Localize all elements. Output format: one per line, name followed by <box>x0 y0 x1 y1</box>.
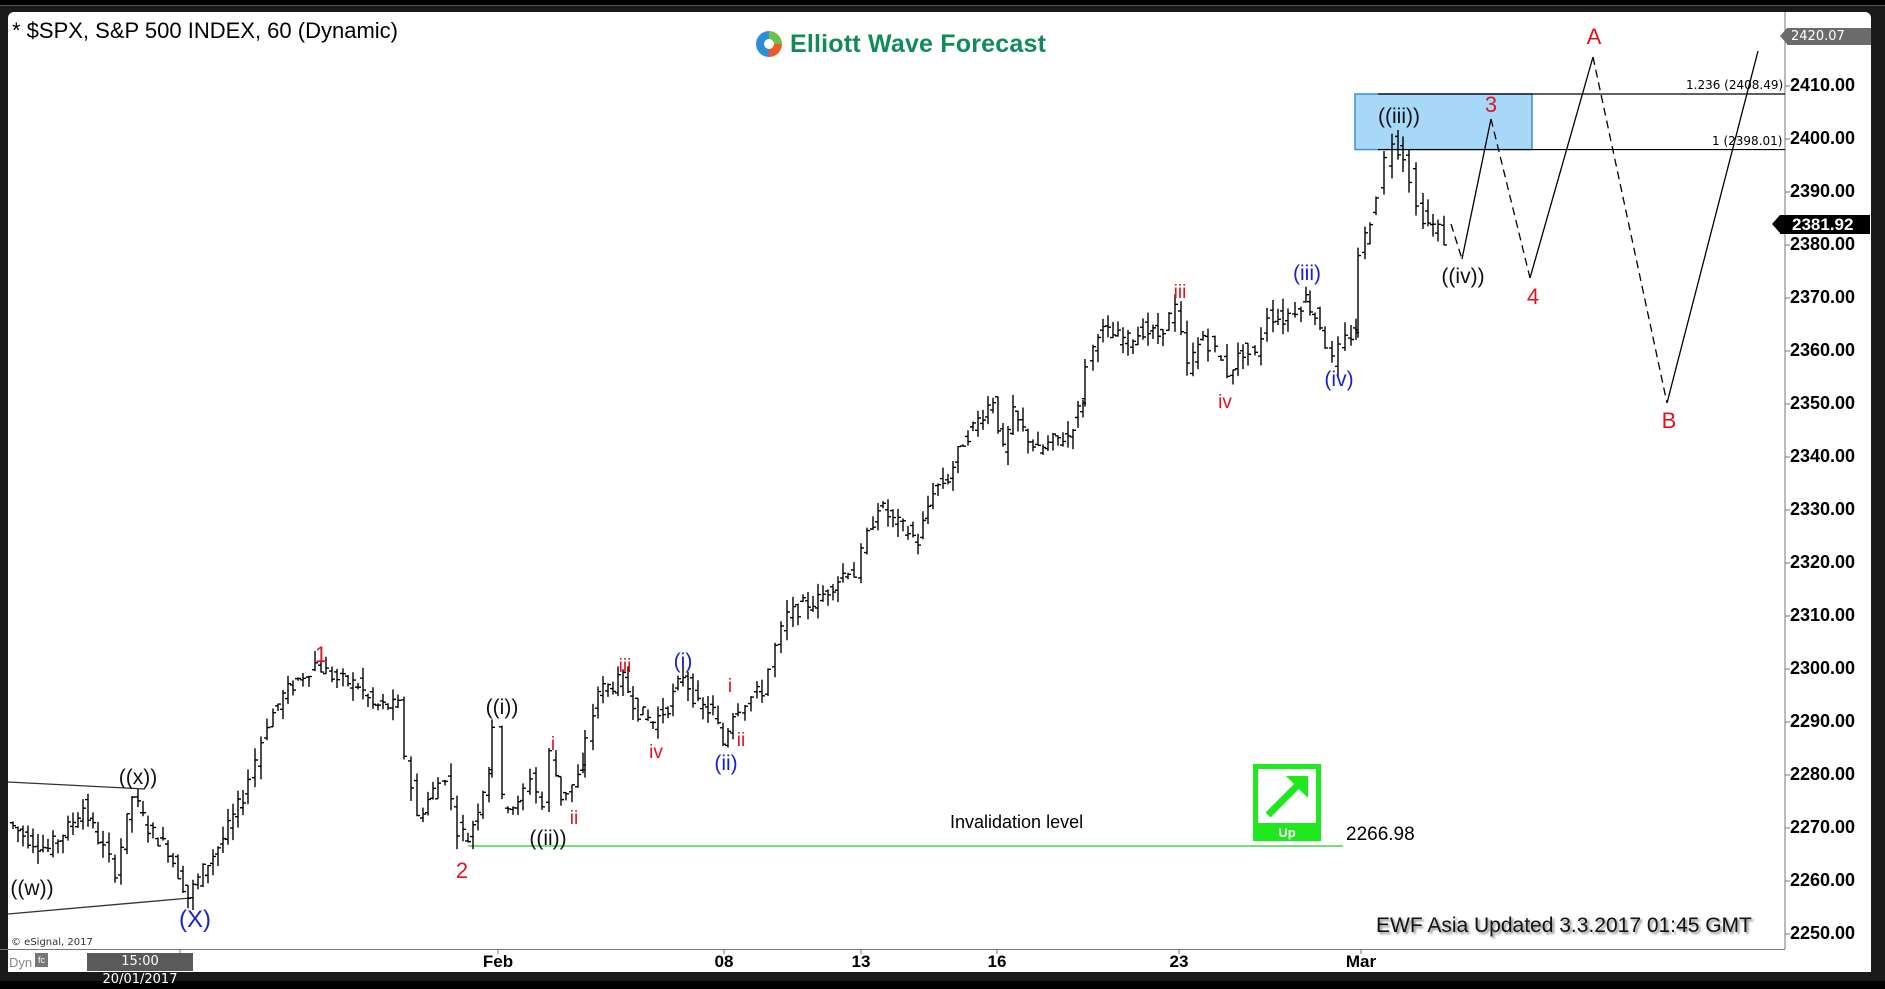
projection-leg <box>1592 56 1668 404</box>
wave-label: i <box>550 734 556 755</box>
wave-label: (i) <box>673 650 693 673</box>
wave-label: (ii) <box>714 752 738 775</box>
wave-label: (X) <box>179 906 211 933</box>
x-tick-label: 23 <box>1169 952 1189 971</box>
wave-label: B <box>1661 408 1677 433</box>
projection-leg <box>1666 50 1759 404</box>
wave-label: iii <box>1173 282 1187 303</box>
y-tick-label: 2340.00 <box>1790 446 1856 466</box>
wave-label: A <box>1586 24 1602 49</box>
y-tick-label: 2270.00 <box>1790 817 1856 837</box>
trend-up-badge: Up <box>1253 764 1321 841</box>
wave-label: iii <box>618 656 632 677</box>
wave-label: 3 <box>1484 92 1498 117</box>
logo: Elliott Wave Forecast <box>754 26 1046 62</box>
wave-label: i <box>727 676 733 697</box>
wave-label: ((ii)) <box>529 827 567 850</box>
y-tick-label: 2280.00 <box>1790 764 1856 784</box>
high-price-marker: 2420.07 <box>1780 28 1871 45</box>
invalidation-label: Invalidation level <box>950 812 1084 832</box>
copyright: © eSignal, 2017 <box>11 937 93 948</box>
wave-label: iv <box>649 742 663 763</box>
y-tick-label: 2260.00 <box>1790 870 1856 890</box>
chart-title: * $SPX, S&P 500 INDEX, 60 (Dynamic) <box>12 18 398 43</box>
y-tick-label: 2360.00 <box>1790 340 1856 360</box>
wave-label: ii <box>569 808 579 829</box>
projection-leg <box>1450 223 1463 260</box>
ohlc-bars <box>10 130 1447 910</box>
wave-label: (iv) <box>1324 368 1354 391</box>
y-tick-label: 2320.00 <box>1790 552 1856 572</box>
trendline-upper <box>7 781 146 790</box>
logo-icon <box>756 31 782 57</box>
y-tick-label: 2380.00 <box>1790 234 1856 254</box>
x-tick-label: Mar <box>1345 952 1377 971</box>
y-tick-label: 2390.00 <box>1790 181 1856 201</box>
wave-label: ((iii)) <box>1378 105 1420 128</box>
y-tick-label: 2410.00 <box>1790 75 1856 95</box>
lock-icon[interactable]: fc <box>35 953 48 967</box>
wave-label: (iii) <box>1293 262 1321 285</box>
trendline-lower <box>7 897 191 915</box>
y-tick-label: 2310.00 <box>1790 605 1856 625</box>
y-tick-label: 2250.00 <box>1790 923 1856 943</box>
y-tick-label: 2400.00 <box>1790 128 1856 148</box>
projection-leg <box>1529 56 1594 279</box>
projection-leg <box>1490 118 1531 279</box>
dyn-label[interactable]: Dyn <box>9 955 33 970</box>
logo-text: Elliott Wave Forecast <box>790 29 1047 58</box>
updated-timestamp: EWF Asia Updated 3.3.2017 01:45 GMT <box>1376 914 1752 937</box>
last-price-marker: 2381.92 <box>1772 215 1870 234</box>
wave-label: iv <box>1218 392 1232 413</box>
wave-label: ((i)) <box>485 696 519 719</box>
wave-label: ((x)) <box>118 766 158 789</box>
trend-up-label: Up <box>1278 825 1296 840</box>
y-tick-label: 2350.00 <box>1790 393 1856 413</box>
projection-leg <box>1461 118 1492 260</box>
x-tick-label: 08 <box>714 952 734 971</box>
x-tick-label: 13 <box>851 952 871 971</box>
window-top-border <box>0 0 1885 6</box>
wave-label: ii <box>736 730 746 751</box>
fib-1236-label: 1.236 (2408.49) <box>1686 78 1784 92</box>
x-axis-line <box>0 949 1785 950</box>
y-tick-label: 2290.00 <box>1790 711 1856 731</box>
wave-label: ((w)) <box>10 877 54 900</box>
y-tick-label: 2330.00 <box>1790 499 1856 519</box>
x-tick-label: Feb <box>482 952 514 971</box>
invalidation-value: 2266.98 <box>1346 824 1415 845</box>
y-tick-label: 2370.00 <box>1790 287 1856 307</box>
wave-label: 1 <box>314 642 328 667</box>
wave-label: 4 <box>1526 284 1540 309</box>
wave-label: ((iv)) <box>1441 265 1485 288</box>
x-tick-label: 16 <box>987 952 1007 971</box>
fib-1-label: 1 (2398.01) <box>1712 133 1783 148</box>
wave-label: 2 <box>455 858 469 883</box>
crosshair-date-tooltip: 15:00 20/01/2017 <box>87 953 193 987</box>
y-tick-label: 2300.00 <box>1790 658 1856 678</box>
arrow-up-right-icon <box>1258 769 1316 823</box>
